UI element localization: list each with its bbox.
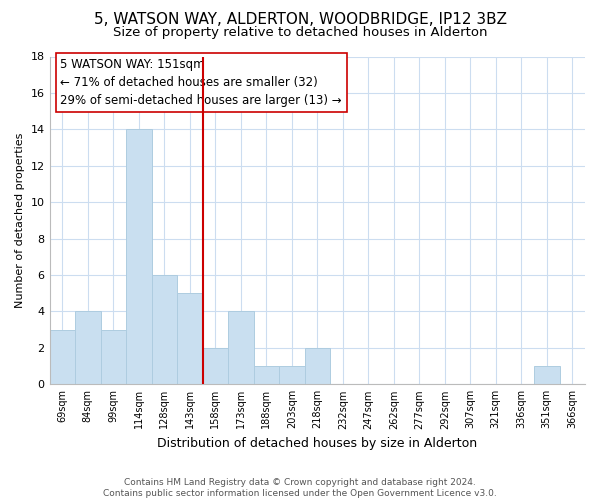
Bar	[126, 130, 152, 384]
Y-axis label: Number of detached properties: Number of detached properties	[15, 132, 25, 308]
Bar	[75, 312, 101, 384]
Text: Size of property relative to detached houses in Alderton: Size of property relative to detached ho…	[113, 26, 487, 39]
Bar	[101, 330, 126, 384]
Text: 5, WATSON WAY, ALDERTON, WOODBRIDGE, IP12 3BZ: 5, WATSON WAY, ALDERTON, WOODBRIDGE, IP1…	[94, 12, 506, 28]
Bar	[177, 293, 203, 384]
Bar	[203, 348, 228, 385]
Text: 5 WATSON WAY: 151sqm
← 71% of detached houses are smaller (32)
29% of semi-detac: 5 WATSON WAY: 151sqm ← 71% of detached h…	[60, 58, 342, 107]
Bar	[254, 366, 279, 384]
Bar	[279, 366, 305, 384]
Bar	[228, 312, 254, 384]
Bar	[50, 330, 75, 384]
Bar	[305, 348, 330, 385]
X-axis label: Distribution of detached houses by size in Alderton: Distribution of detached houses by size …	[157, 437, 478, 450]
Bar	[152, 275, 177, 384]
Bar	[534, 366, 560, 384]
Text: Contains HM Land Registry data © Crown copyright and database right 2024.
Contai: Contains HM Land Registry data © Crown c…	[103, 478, 497, 498]
